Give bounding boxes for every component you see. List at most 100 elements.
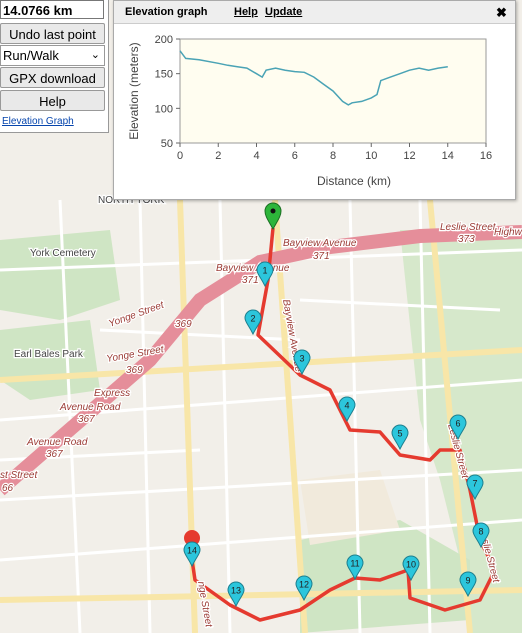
map-label: 369 — [126, 365, 143, 376]
y-tick-label: 50 — [161, 138, 173, 150]
undo-button[interactable]: Undo last point — [0, 23, 105, 44]
marker-pin — [256, 261, 274, 288]
blocks — [300, 470, 400, 545]
route-marker[interactable]: 3 — [293, 349, 311, 376]
route-marker[interactable]: 1 — [256, 261, 274, 288]
route-marker[interactable]: 11 — [346, 554, 364, 581]
marker-label: 3 — [299, 353, 304, 363]
map-label: 66 — [2, 483, 14, 494]
map-label: 369 — [175, 319, 192, 330]
x-tick-label: 6 — [292, 150, 298, 162]
map-label: 367 — [78, 414, 95, 425]
start-marker[interactable] — [264, 202, 282, 231]
x-tick-label: 2 — [215, 150, 221, 162]
marker-pin — [391, 424, 409, 451]
close-button[interactable]: ✖ — [496, 5, 507, 20]
map-label: 373 — [458, 234, 475, 245]
map-label: Highw — [494, 227, 522, 238]
help-link[interactable]: Help — [234, 6, 258, 18]
marker-pin — [338, 396, 356, 423]
start-pin[interactable] — [264, 202, 282, 231]
marker-pin — [472, 522, 490, 549]
map-label: 371 — [313, 251, 330, 262]
map-label: Leslie Street — [440, 222, 497, 233]
map-label: Bayview Avenue — [283, 238, 357, 249]
marker-label: 14 — [187, 545, 197, 555]
elevation-line — [179, 50, 448, 106]
marker-label: 7 — [472, 478, 477, 488]
update-link[interactable]: Update — [265, 6, 303, 18]
marker-pin — [293, 349, 311, 376]
marker-shadow — [184, 530, 200, 546]
window-title: Elevation graph — [125, 6, 208, 18]
route — [190, 227, 497, 622]
map-label: Yonge Street — [107, 299, 166, 330]
marker-label: 10 — [406, 559, 416, 569]
map-label: st Street — [0, 470, 38, 481]
x-tick-label: 8 — [330, 150, 336, 162]
control-panel: 14.0766 km Undo last point Run/Walk ⌄ GPX… — [0, 0, 109, 133]
x-tick-label: 10 — [365, 150, 377, 162]
marker-label: 11 — [350, 558, 359, 568]
map-label: Express — [94, 388, 130, 399]
map-label: Avenue Road — [26, 437, 88, 448]
route-marker[interactable]: 8 — [472, 522, 490, 549]
y-axis-label: Elevation (meters) — [127, 42, 141, 139]
streets — [0, 199, 522, 633]
map-label: Bayview Avenue — [216, 263, 290, 274]
route-marker[interactable]: 13 — [227, 581, 245, 608]
route-marker[interactable]: 5 — [391, 424, 409, 451]
start-dot — [270, 208, 276, 214]
route-marker[interactable]: 9 — [459, 571, 477, 598]
x-axis-label: Distance (km) — [317, 174, 391, 188]
y-tick-label: 150 — [155, 69, 173, 81]
route-marker[interactable]: 7 — [466, 474, 484, 501]
elevation-window: Elevation graph Help Update ✖ Distance (… — [113, 0, 516, 200]
marker-label: 1 — [262, 265, 267, 275]
route-marker[interactable]: 6 — [449, 414, 467, 441]
mode-select[interactable]: Run/Walk ⌄ — [0, 45, 105, 66]
select-arrow: ⌄ — [90, 49, 100, 61]
route-marker[interactable]: 14 — [183, 530, 201, 568]
route-marker[interactable]: 10 — [402, 555, 420, 582]
y-tick-label: 100 — [155, 103, 173, 115]
marker-label: 8 — [478, 526, 483, 536]
marker-pin — [227, 581, 245, 608]
highway — [0, 225, 522, 496]
x-tick-label: 16 — [480, 150, 492, 162]
window-titlebar: Elevation graph Help Update ✖ — [114, 1, 515, 24]
route-marker[interactable]: 2 — [244, 309, 262, 336]
help-button[interactable]: Help — [0, 90, 105, 111]
x-tick-label: 4 — [253, 150, 259, 162]
map-label: Avenue Road — [59, 402, 121, 413]
distance: 14.0766 km — [0, 0, 104, 19]
map-label: 367 — [46, 449, 63, 460]
map-label: Earl Bales Park — [14, 349, 84, 360]
map-label: nge Street — [195, 581, 214, 630]
marker-label: 4 — [344, 400, 349, 410]
x-tick-label: 14 — [442, 150, 454, 162]
arterials — [0, 199, 522, 633]
route-marker[interactable]: 12 — [295, 575, 313, 602]
map-label: York Cemetery — [30, 248, 96, 259]
chart: Distance (km) Elevation (meters) 5010015… — [127, 34, 492, 188]
marker-pin — [449, 414, 467, 441]
marker-pin — [183, 541, 201, 568]
marker-pin — [346, 554, 364, 581]
elevation-link[interactable]: Elevation Graph — [2, 116, 74, 127]
marker-label: 6 — [455, 418, 460, 428]
x-tick-label: 0 — [177, 150, 183, 162]
marker-pin — [402, 555, 420, 582]
marker-label: 12 — [299, 579, 309, 589]
y-tick-label: 200 — [155, 34, 173, 46]
marker-pin — [244, 309, 262, 336]
gpx-button[interactable]: GPX download — [0, 67, 105, 88]
x-tick-label: 12 — [403, 150, 415, 162]
marker-label: 13 — [231, 585, 241, 595]
route-marker[interactable]: 4 — [338, 396, 356, 423]
map-label: 371 — [242, 275, 259, 286]
mode-value: Run/Walk — [3, 48, 59, 63]
